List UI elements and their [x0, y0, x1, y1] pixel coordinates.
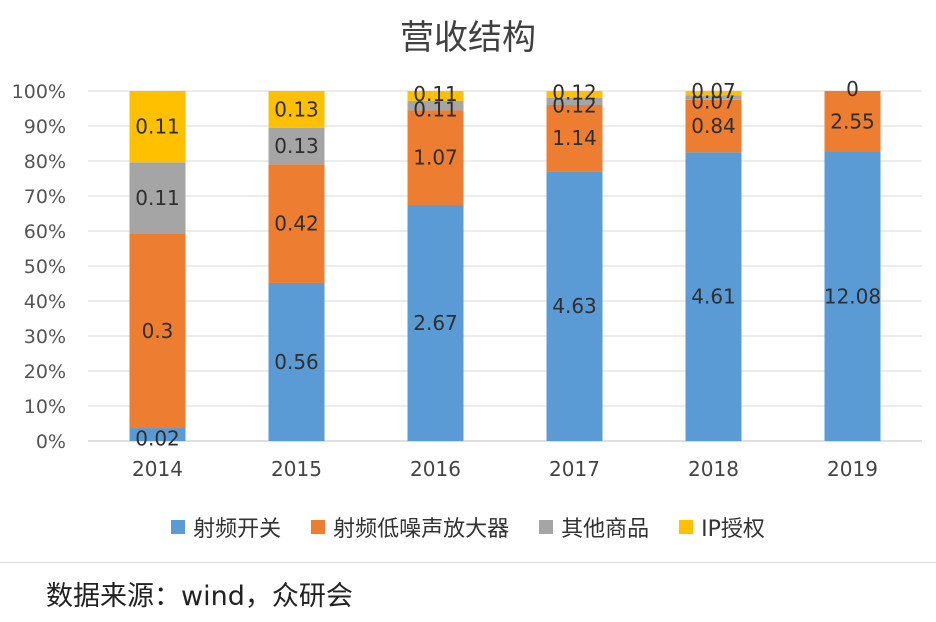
data-label: 0.11: [135, 186, 180, 210]
bar-segment-1: [685, 152, 742, 442]
legend-swatch: [311, 520, 326, 534]
data-label: 0.11: [135, 115, 180, 139]
chart-legend: 射频开关 射频低噪声放大器 其他商品 IP授权: [0, 511, 936, 543]
source-note: 数据来源：wind，众研会: [46, 581, 353, 612]
legend-label: 射频开关: [193, 517, 282, 542]
data-label: 0.13: [274, 134, 319, 158]
y-tick-label: 80%: [24, 151, 66, 173]
bar-segment-2: [129, 233, 186, 429]
y-tick-label: 50%: [24, 256, 66, 278]
bar-segment-4: [268, 91, 325, 128]
legend-item: 射频低噪声放大器: [311, 511, 509, 543]
data-label: 0.3: [142, 319, 174, 343]
bar-segment-2: [824, 91, 881, 153]
data-label: 0: [846, 77, 859, 101]
legend-item: 射频开关: [171, 511, 281, 543]
bar-segment-1: [824, 152, 881, 441]
data-label: 0.84: [691, 114, 736, 138]
bar-segment-4: [546, 91, 603, 98]
data-label: 0.02: [135, 427, 180, 451]
x-tick-label: 2019: [827, 457, 878, 481]
y-tick-label: 0%: [36, 431, 66, 453]
legend-item: 其他商品: [539, 511, 649, 543]
legend-swatch: [539, 520, 554, 534]
x-tick-label: 2017: [549, 457, 600, 481]
bar-segment-4: [685, 91, 742, 96]
data-label: 4.61: [691, 285, 736, 309]
bar-segment-1: [268, 282, 325, 441]
bar-segment-3: [407, 100, 464, 111]
y-tick-label: 30%: [24, 326, 66, 348]
data-label: 0.11: [413, 98, 458, 122]
data-label: 0.12: [552, 80, 597, 104]
data-label: 2.55: [830, 110, 875, 134]
legend-swatch: [171, 520, 186, 534]
data-label: 0.42: [274, 212, 319, 236]
bar-segment-3: [685, 95, 742, 100]
legend-label: IP授权: [701, 517, 765, 542]
x-tick-label: 2015: [271, 457, 322, 481]
divider: [0, 562, 936, 563]
x-tick-label: 2018: [688, 457, 739, 481]
data-label: 12.08: [824, 285, 881, 309]
legend-label: 其他商品: [561, 517, 650, 542]
bar-segment-2: [268, 164, 325, 283]
data-label: 4.63: [552, 294, 597, 318]
data-label: 1.07: [413, 146, 458, 170]
y-tick-label: 10%: [24, 396, 66, 418]
bar-segment-3: [268, 127, 325, 165]
bar-segment-2: [685, 99, 742, 153]
data-label: 0.07: [691, 79, 736, 103]
data-label: 0.13: [274, 97, 319, 121]
data-label: 0.56: [274, 350, 319, 374]
bar-segment-2: [546, 104, 603, 172]
y-tick-label: 100%: [12, 81, 66, 103]
bar-segment-4: [129, 91, 186, 163]
y-tick-label: 70%: [24, 186, 66, 208]
bar-segment-3: [546, 97, 603, 105]
bar-segment-2: [407, 110, 464, 206]
x-tick-label: 2014: [132, 457, 183, 481]
y-tick-label: 60%: [24, 221, 66, 243]
chart-title: 营收结构: [400, 18, 536, 58]
legend-label: 射频低噪声放大器: [333, 517, 510, 542]
data-label: 2.67: [413, 311, 458, 335]
legend-swatch: [679, 520, 694, 534]
y-tick-label: 20%: [24, 361, 66, 383]
bar-segment-4: [407, 91, 464, 101]
x-tick-label: 2016: [410, 457, 461, 481]
stacked-bar-chart: 0% 10% 20% 30% 40% 50% 60% 70% 80% 90% 100% 0.02 0.3…: [12, 77, 922, 481]
bar-segment-1: [129, 428, 186, 441]
bar-segment-3: [129, 162, 186, 234]
bar-segment-1: [407, 205, 464, 441]
y-tick-label: 90%: [24, 116, 66, 138]
legend-item: IP授权: [679, 511, 765, 543]
data-label: 1.14: [552, 126, 597, 150]
bar-segment-1: [546, 171, 603, 441]
data-label: 0.11: [413, 82, 458, 106]
y-tick-label: 40%: [24, 291, 66, 313]
